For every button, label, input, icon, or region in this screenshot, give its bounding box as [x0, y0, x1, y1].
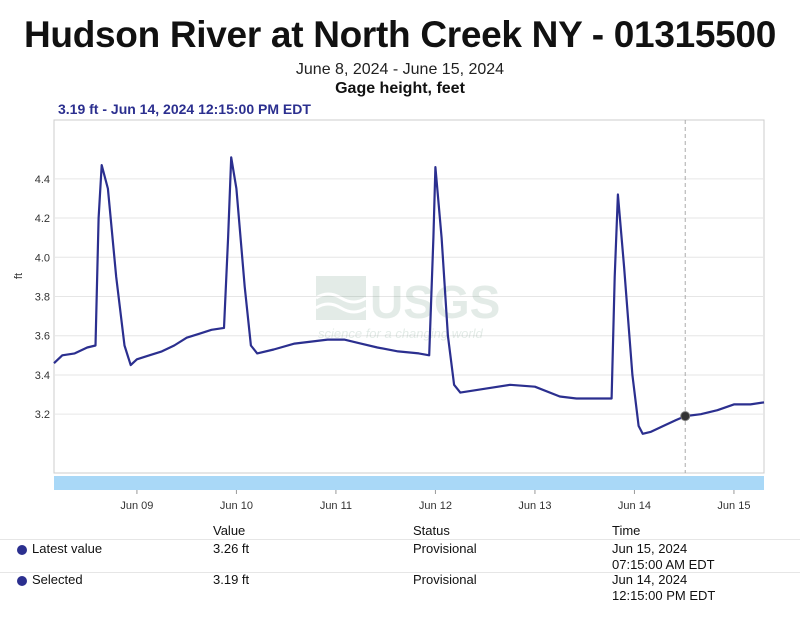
usgs-logo-wave — [315, 292, 367, 304]
x-tick-label: Jun 11 — [320, 500, 352, 512]
row-time-clock: 07:15:00 AM EDT — [612, 557, 715, 572]
series-marker-icon — [17, 576, 27, 586]
parameter-label: Gage height, feet — [335, 80, 465, 97]
y-tick-label: 4.4 — [35, 174, 50, 186]
value-header: Value — [213, 523, 246, 538]
usgs-logo-icon — [316, 276, 366, 320]
x-tick-label: Jun 14 — [618, 500, 651, 512]
row-value: 3.19 ft — [213, 572, 250, 587]
x-tick-label: Jun 12 — [419, 500, 452, 512]
divider — [0, 539, 800, 540]
y-tick-label: 3.4 — [35, 370, 50, 382]
x-tick-label: Jun 13 — [518, 500, 551, 512]
selected-point-label: 3.19 ft - Jun 14, 2024 12:15:00 PM EDT — [58, 101, 311, 117]
row-status: Provisional — [413, 572, 477, 587]
row-time-clock: 12:15:00 PM EDT — [612, 588, 716, 603]
x-tick-label: Jun 15 — [717, 500, 750, 512]
status-header: Status — [413, 523, 450, 538]
y-tick-label: 4.0 — [35, 252, 50, 264]
time-header: Time — [612, 523, 641, 538]
row-time-date: Jun 15, 2024 — [612, 541, 688, 556]
usgs-logo-text: USGS — [370, 276, 500, 328]
usgs-logo-tagline: science for a changing world — [318, 326, 484, 341]
chart-title: Hudson River at North Creek NY - 0131550… — [24, 14, 776, 55]
x-tick-label: Jun 10 — [220, 500, 253, 512]
usgs-logo-wave — [315, 302, 367, 314]
date-range: June 8, 2024 - June 15, 2024 — [295, 61, 505, 78]
series-line — [53, 156, 765, 435]
range-navigator-bar — [54, 476, 764, 490]
y-tick-label: 4.2 — [35, 213, 50, 225]
divider — [0, 572, 800, 573]
row-time-date: Jun 14, 2024 — [612, 572, 688, 587]
row-value: 3.26 ft — [213, 541, 250, 556]
y-tick-label: 3.8 — [35, 292, 50, 304]
x-tick-label: Jun 09 — [120, 500, 153, 512]
row-label: Latest value — [32, 541, 103, 556]
row-status: Provisional — [413, 541, 477, 556]
selected-point-marker — [680, 411, 691, 422]
y-tick-label: 3.2 — [35, 409, 50, 421]
row-label: Selected — [32, 572, 83, 587]
y-axis-label: ft — [13, 273, 25, 279]
y-tick-label: 3.6 — [35, 331, 50, 343]
series-marker-icon — [17, 545, 27, 555]
